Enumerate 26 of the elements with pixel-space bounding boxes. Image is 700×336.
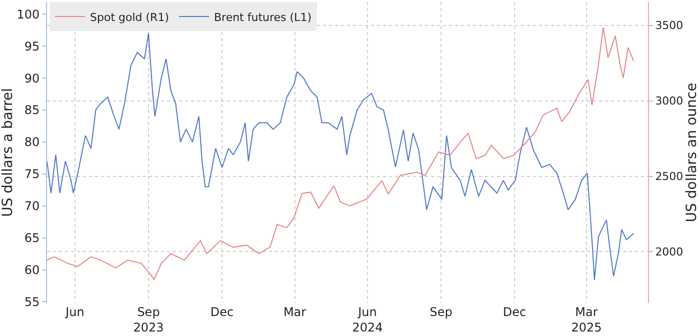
legend-label: Brent futures (L1) xyxy=(214,10,312,24)
y-tick-label: 75 xyxy=(24,167,40,182)
x-tick-label: Dec xyxy=(210,305,234,319)
y-tick-label: 55 xyxy=(24,294,40,309)
y-tick-label: 60 xyxy=(24,262,40,277)
y-tick-label: 70 xyxy=(24,199,40,214)
x-tick-label: Dec xyxy=(502,305,526,319)
x-tick-label: Jun xyxy=(64,305,84,319)
y-tick-label: 90 xyxy=(24,71,40,86)
x-tick-label: Mar xyxy=(283,305,306,319)
y2-tick-label: 3500 xyxy=(655,19,684,32)
y2-axis-title: US dollars an ounce xyxy=(684,82,700,222)
y-tick-label: 65 xyxy=(24,231,40,246)
x-tick-label: Mar 2025 xyxy=(571,305,602,335)
y-axis-title: US dollars a barrel xyxy=(0,88,16,217)
y2-tick-label: 2000 xyxy=(655,246,684,259)
y-tick-label: 100 xyxy=(16,7,40,22)
y-tick-label: 85 xyxy=(24,103,40,118)
y2-tick-label: 2500 xyxy=(655,170,684,184)
y2-tick-label: 3000 xyxy=(655,94,684,108)
x-tick-label: Jun 2024 xyxy=(352,305,383,335)
legend-label: Spot gold (R1) xyxy=(90,10,169,24)
x-tick-label: Sep 2023 xyxy=(133,305,164,335)
y-tick-label: 95 xyxy=(24,39,40,54)
y-tick-label: 80 xyxy=(24,135,40,150)
x-tick-label: Sep xyxy=(430,305,452,319)
